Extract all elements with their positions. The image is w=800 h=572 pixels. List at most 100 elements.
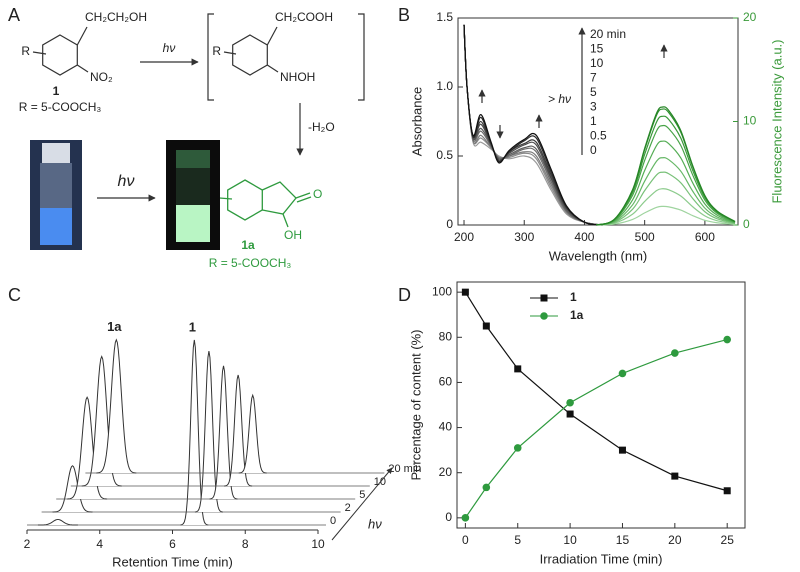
- x-tick-label: 400: [574, 230, 594, 244]
- peak: [180, 339, 209, 526]
- x-tick-label: 15: [616, 533, 630, 547]
- series-line: [596, 140, 736, 226]
- marker: [566, 410, 574, 418]
- ring: [42, 34, 78, 76]
- amine: NHOH: [280, 70, 315, 84]
- legend-label: 10: [590, 56, 604, 70]
- marker: [461, 514, 470, 522]
- series-line: [463, 24, 603, 226]
- x-tick-label: 8: [242, 537, 249, 551]
- x-tick-label: 10: [563, 533, 577, 547]
- r-group: R = 5-COOCH₃: [209, 256, 292, 270]
- legend-label: 1: [570, 290, 577, 304]
- x-axis-label: Irradiation Time (min): [540, 551, 663, 566]
- y-axis-label: Percentage of content (%): [408, 329, 423, 480]
- peak-label: 1: [189, 319, 196, 334]
- vial-liquid: [40, 208, 72, 245]
- side-chain: CH₂COOH: [275, 10, 333, 24]
- y-axis-label: Absorbance: [409, 87, 424, 156]
- carbonyl: O: [313, 187, 322, 201]
- x-tick-label: 25: [721, 533, 735, 547]
- series-line: [464, 291, 728, 492]
- panel-label: A: [8, 5, 20, 25]
- vial-cap: [176, 150, 210, 168]
- legend-marker: [540, 312, 548, 320]
- marker: [723, 487, 731, 495]
- bond: [76, 26, 88, 46]
- series-line: [596, 115, 736, 226]
- marker: [618, 446, 626, 454]
- plot-frame: [456, 281, 746, 529]
- legend-label: 20 min: [590, 27, 626, 41]
- x-tick-label: 2: [24, 537, 31, 551]
- x-tick-label: 0: [462, 533, 469, 547]
- peak: [81, 355, 122, 487]
- compound-label: 1: [53, 84, 60, 98]
- legend-label: 7: [590, 71, 597, 85]
- legend-label: 1: [590, 114, 597, 128]
- peak: [194, 350, 223, 513]
- panel-label: D: [398, 285, 411, 305]
- substituent: R: [21, 44, 30, 58]
- x-axis-label: Retention Time (min): [112, 554, 233, 569]
- series-line: [596, 157, 736, 226]
- ring: [262, 181, 297, 215]
- bond: [223, 51, 237, 55]
- peak: [238, 393, 267, 474]
- peak: [96, 338, 137, 474]
- legend-label: 1a: [570, 308, 584, 322]
- hydroxyl: OH: [284, 228, 302, 242]
- peak: [224, 374, 253, 487]
- x-tick-label: 200: [454, 230, 474, 244]
- bond: [76, 64, 89, 73]
- x-axis-label: Wavelength (nm): [549, 248, 648, 263]
- substituent: R: [212, 44, 221, 58]
- reaction-scheme: R CH₂CH₂OH NO₂ 1 R = 5-COOCH₃ hν R CH₂CO…: [19, 10, 365, 270]
- step-label: -H₂O: [308, 120, 335, 134]
- series-line: [596, 124, 736, 226]
- x-tick-label: 20: [668, 533, 682, 547]
- peak: [37, 518, 78, 526]
- y-tick-label: 1.0: [436, 79, 453, 93]
- peak-label: 1a: [107, 319, 122, 334]
- annotation: hν: [368, 516, 382, 531]
- bond: [32, 51, 47, 55]
- x-tick-label: 300: [514, 230, 534, 244]
- bracket: [358, 13, 365, 101]
- series-line: [463, 24, 603, 226]
- legend-label: 0.5: [590, 129, 607, 143]
- marker: [514, 365, 522, 373]
- bond: [295, 192, 312, 203]
- legend-label: 0: [590, 143, 597, 157]
- annotation: > hν: [548, 92, 571, 106]
- ring: [227, 179, 263, 221]
- x-tick-label: 5: [514, 533, 521, 547]
- spectrum-annotations: [478, 27, 668, 155]
- hv-arrow: [331, 467, 393, 541]
- x-tick-label: 4: [96, 537, 103, 551]
- bond: [282, 213, 289, 228]
- step-label: hν: [163, 41, 176, 55]
- peak: [209, 365, 238, 500]
- series-line: [464, 338, 728, 519]
- y-tick-label: 60: [439, 375, 453, 389]
- marker: [618, 369, 627, 378]
- legend-marker: [540, 294, 548, 302]
- marker: [482, 322, 490, 330]
- trace-label: 2: [345, 502, 351, 514]
- y-tick-label: 0: [446, 217, 453, 231]
- panel-label: C: [8, 285, 21, 305]
- peak: [67, 396, 108, 500]
- y2-tick-label: 10: [743, 114, 757, 128]
- x-tick-label: 6: [169, 537, 176, 551]
- vial-liquid: [176, 205, 210, 242]
- y-tick-label: 1.5: [436, 10, 453, 24]
- photo-label: hν: [118, 173, 135, 190]
- series-line: [596, 188, 736, 226]
- marker: [671, 472, 679, 480]
- y-tick-label: 100: [432, 284, 452, 298]
- x-tick-label: 10: [311, 537, 325, 551]
- series-line: [596, 205, 736, 226]
- y-tick-label: 0.5: [436, 148, 453, 162]
